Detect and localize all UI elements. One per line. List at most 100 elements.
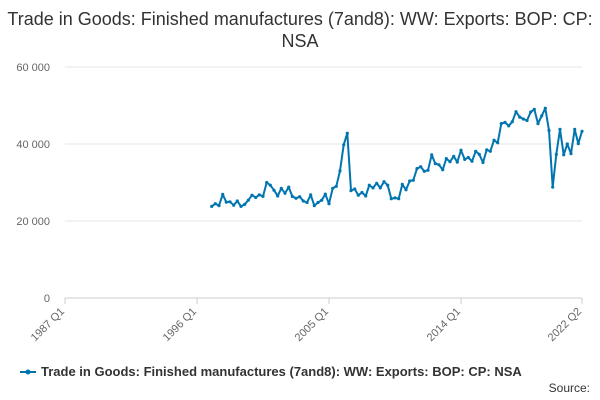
source-label: Source: [549,381,590,395]
data-point [316,200,320,205]
data-point [565,142,569,146]
data-point [331,186,335,190]
data-point [569,152,573,156]
data-point [562,153,566,157]
data-point [496,141,500,145]
data-point [433,162,437,166]
data-point [477,152,481,156]
data-point [419,165,423,169]
legend-label: Trade in Goods: Finished manufactures (7… [41,364,522,379]
data-point [514,110,518,114]
data-point [426,168,430,172]
data-point [287,185,291,189]
data-point [444,157,448,161]
data-point [213,202,217,206]
data-point [411,178,415,182]
data-point [217,204,221,208]
data-point [364,194,368,198]
data-point [397,197,401,201]
data-point [389,197,393,201]
data-point [294,196,298,200]
data-point [521,117,525,121]
data-point [551,185,555,189]
data-point [437,163,441,167]
data-point [320,198,324,202]
data-point [547,128,551,133]
data-point [353,187,357,191]
data-point [452,154,456,158]
data-point [375,181,379,185]
data-point [239,204,243,208]
data-point [554,152,558,156]
data-point [510,120,514,124]
data-point [400,182,404,186]
data-point [488,149,492,153]
y-tick-label: 0 [44,293,50,305]
data-point [525,118,529,123]
data-point [349,189,353,193]
data-point [232,203,236,207]
data-point [481,160,485,165]
data-point [367,183,371,187]
data-point [485,148,489,152]
data-point [540,114,544,118]
data-point [312,204,316,208]
data-point [422,169,426,173]
data-point [298,195,302,199]
data-point [455,160,459,164]
data-point [507,124,511,128]
y-tick-label: 20 000 [16,216,50,228]
data-point [210,204,214,208]
data-point [408,179,412,183]
data-point [378,186,382,190]
data-point [441,168,445,172]
data-point [558,127,562,131]
data-point [224,200,228,204]
data-point [228,200,232,204]
data-point [323,192,327,196]
data-point [356,193,360,197]
data-point [580,129,584,133]
data-point [254,195,258,200]
data-point [309,193,313,197]
data-point [463,157,467,161]
data-point [573,127,577,131]
data-point [272,188,276,192]
data-point [404,188,408,192]
x-tick-label: 1996 Q1 [161,306,199,344]
data-point [492,138,496,142]
data-point [532,107,536,111]
y-tick-label: 60 000 [16,62,50,74]
x-tick-label: 2014 Q1 [425,306,463,344]
data-point [393,196,397,200]
data-point [276,194,280,198]
x-tick-label: 1987 Q1 [29,306,67,344]
data-point [279,186,283,190]
series-line [211,107,583,208]
data-point [243,202,247,206]
data-point [305,200,309,205]
data-point [257,193,261,197]
x-tick-label: 2005 Q1 [293,306,331,344]
data-point [503,120,507,124]
data-point [415,167,419,171]
data-point [301,199,305,203]
data-point [221,192,225,196]
data-point [261,194,265,198]
data-point [235,199,239,203]
x-tick-label: 2022 Q2 [546,306,584,344]
data-point [290,194,294,198]
data-point [470,159,474,163]
data-point [371,186,375,190]
legend-symbol-marker [25,369,31,375]
data-point [283,191,287,195]
data-point [268,183,272,187]
data-point [576,142,580,146]
data-point [360,190,364,195]
data-point [466,155,470,160]
data-point [334,184,338,188]
data-point [474,149,478,153]
data-point [342,143,346,147]
